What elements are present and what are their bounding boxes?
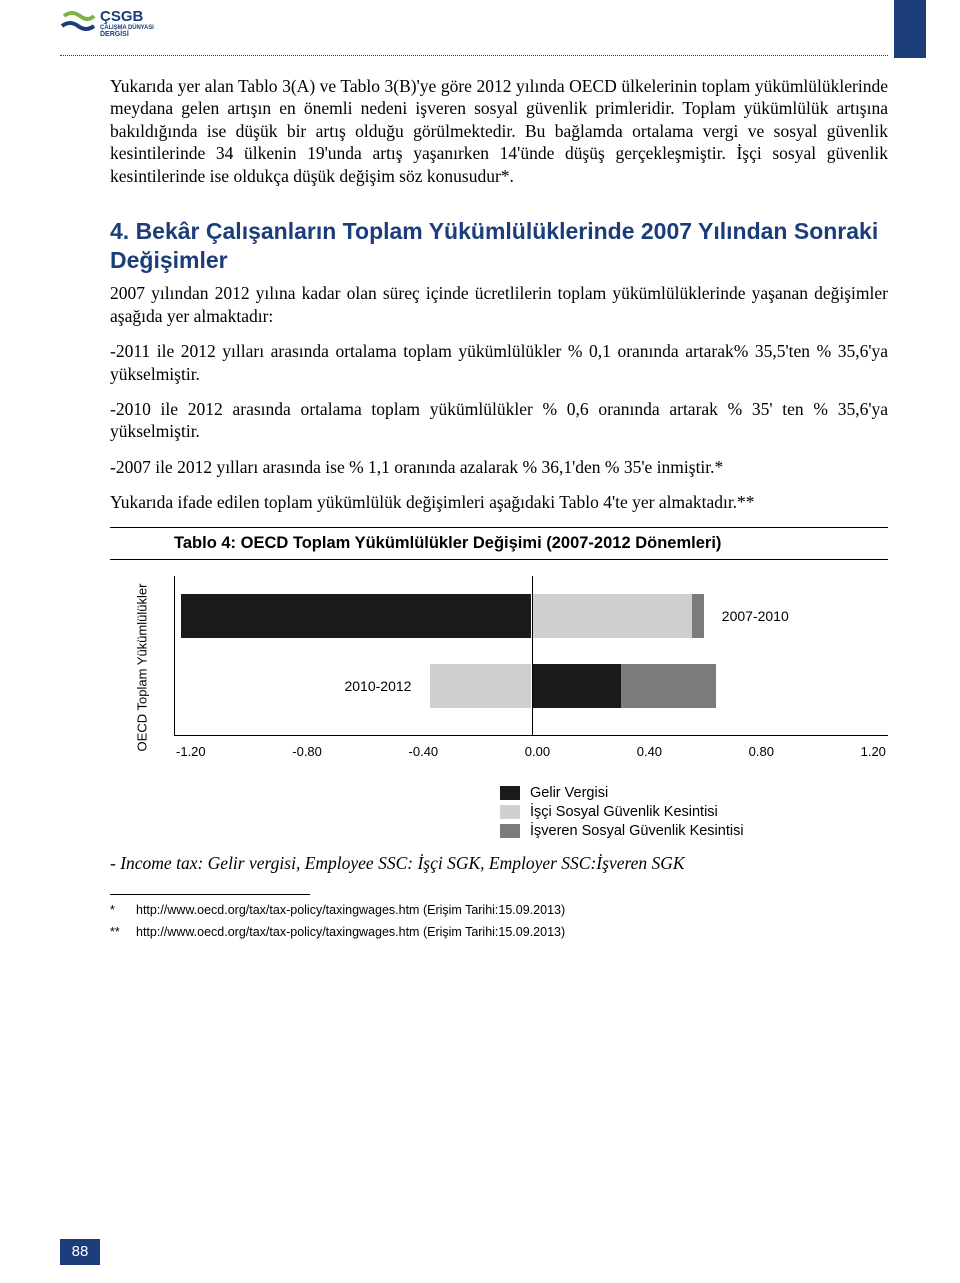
footnote-text: http://www.oecd.org/tax/tax-policy/taxin…	[136, 903, 565, 917]
logo-sub-text-2: DERGİSİ	[100, 31, 154, 38]
chart-ylabel-col: OECD Toplam Yükümlülükler	[110, 576, 174, 759]
legend-item: İşçi Sosyal Güvenlik Kesintisi	[500, 804, 888, 820]
chart-x-tick: 0.00	[525, 744, 550, 759]
paragraph-6: Yukarıda ifade edilen toplam yükümlülük …	[110, 491, 888, 513]
page-content: Yukarıda yer alan Tablo 3(A) ve Tablo 3(…	[110, 0, 888, 939]
footnote: ** http://www.oecd.org/tax/tax-policy/tax…	[110, 925, 888, 939]
table-caption-wrap: Tablo 4: OECD Toplam Yükümlülükler Değiş…	[110, 527, 888, 560]
chart-bar-segment	[621, 664, 716, 708]
logo-icon	[60, 8, 96, 36]
chart-bar-label: 2007-2010	[722, 608, 789, 624]
chart-bar-segment	[532, 664, 621, 708]
logo-main-text: ÇSGB	[100, 8, 154, 25]
footnote-mark: **	[110, 925, 124, 939]
paragraph-1: Yukarıda yer alan Tablo 3(A) ve Tablo 3(…	[110, 75, 888, 187]
section-heading: 4. Bekâr Çalışanların Toplam Yükümlülükl…	[110, 217, 888, 275]
footnote-mark: *	[110, 903, 124, 917]
paragraph-4: -2010 ile 2012 arasında ortalama toplam …	[110, 398, 888, 443]
page-number: 88	[60, 1239, 100, 1265]
legend-label: Gelir Vergisi	[530, 785, 608, 801]
chart-ylabel: OECD Toplam Yükümlülükler	[135, 583, 150, 751]
legend-label: İşveren Sosyal Güvenlik Kesintisi	[530, 823, 744, 839]
chart-x-tick: 0.40	[637, 744, 662, 759]
table-caption: Tablo 4: OECD Toplam Yükümlülükler Değiş…	[110, 534, 888, 553]
chart-plot: 2007-2010 2010-2012	[174, 576, 888, 736]
chart-legend: Gelir Vergisi İşçi Sosyal Güvenlik Kesint…	[110, 785, 888, 839]
chart-area: 2007-2010 2010-2012 -1.20 -0.80 -0.40 0.00 0.…	[174, 576, 888, 759]
chart-zero-line	[532, 576, 533, 735]
footnote-text: http://www.oecd.org/tax/tax-policy/taxin…	[136, 925, 565, 939]
footnote: * http://www.oecd.org/tax/tax-policy/taxi…	[110, 903, 888, 917]
chart-x-tick: -0.80	[292, 744, 322, 759]
header-accent	[894, 0, 926, 58]
chart-bar-label: 2010-2012	[344, 678, 411, 694]
chart-bar-segment	[692, 594, 704, 638]
legend-item: Gelir Vergisi	[500, 785, 888, 801]
footnotes: * http://www.oecd.org/tax/tax-policy/taxi…	[110, 903, 888, 939]
chart-x-ticks: -1.20 -0.80 -0.40 0.00 0.40 0.80 1.20	[174, 744, 888, 759]
chart-x-tick: 0.80	[749, 744, 774, 759]
chart-source-note: - Income tax: Gelir vergisi, Employee SS…	[110, 853, 888, 874]
chart-x-tick: -0.40	[409, 744, 439, 759]
paragraph-5: -2007 ile 2012 yılları arasında ise % 1,…	[110, 456, 888, 478]
legend-swatch	[500, 824, 520, 838]
legend-swatch	[500, 786, 520, 800]
chart-bar-segment	[430, 664, 531, 708]
page-header: ÇSGB ÇALIŞMA DÜNYASI DERGİSİ	[0, 0, 960, 58]
legend-label: İşçi Sosyal Güvenlik Kesintisi	[530, 804, 718, 820]
chart-x-tick: -1.20	[176, 744, 206, 759]
chart-bar-segment	[532, 594, 692, 638]
chart: OECD Toplam Yükümlülükler 2007-2010 2010-…	[110, 576, 888, 759]
chart-x-tick: 1.20	[861, 744, 886, 759]
legend-item: İşveren Sosyal Güvenlik Kesintisi	[500, 823, 888, 839]
footnote-rule	[110, 894, 310, 895]
paragraph-3: -2011 ile 2012 yılları arasında ortalama…	[110, 340, 888, 385]
legend-swatch	[500, 805, 520, 819]
chart-bar-segment	[181, 594, 532, 638]
logo: ÇSGB ÇALIŞMA DÜNYASI DERGİSİ	[60, 8, 180, 54]
paragraph-2: 2007 yılından 2012 yılına kadar olan sür…	[110, 282, 888, 327]
header-dotted-rule	[60, 55, 888, 56]
